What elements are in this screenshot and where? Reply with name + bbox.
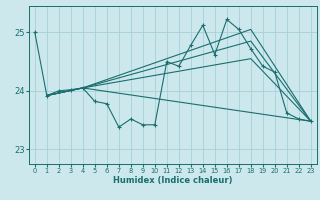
X-axis label: Humidex (Indice chaleur): Humidex (Indice chaleur) xyxy=(113,176,233,185)
